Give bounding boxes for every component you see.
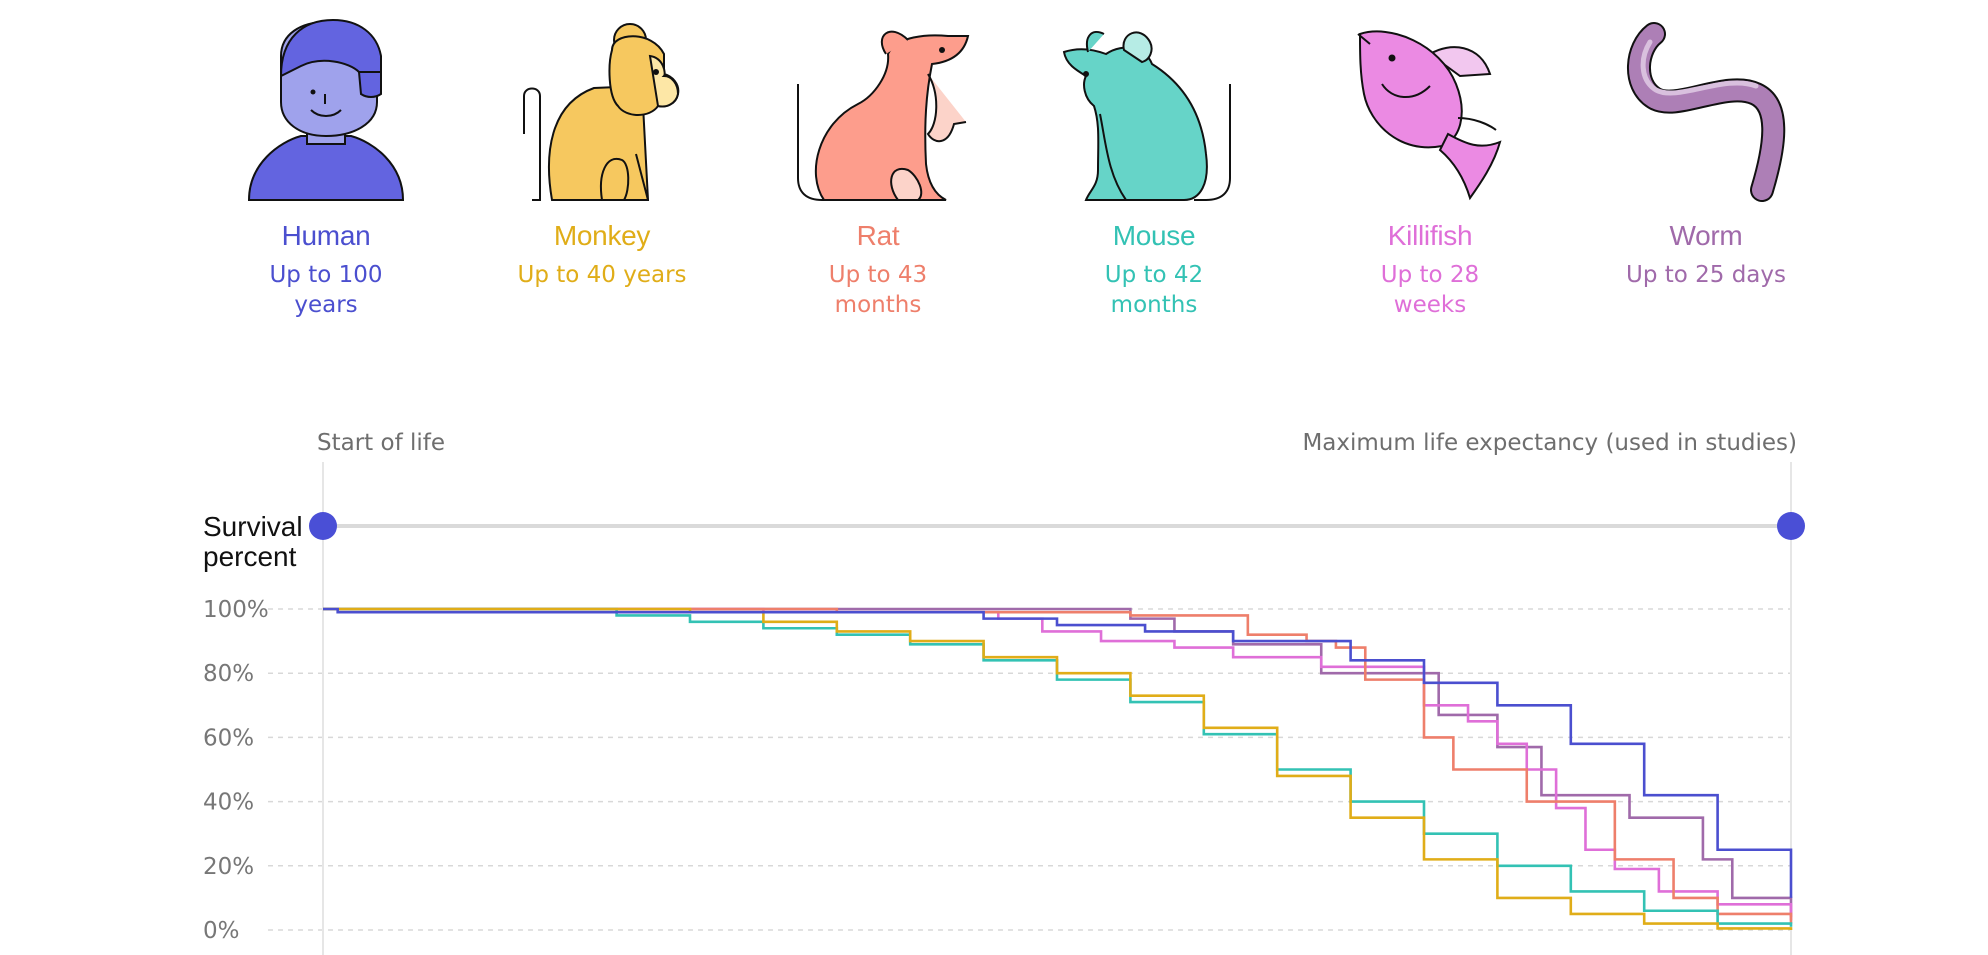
species-mouse: Mouse Up to 42 months	[1004, 0, 1304, 320]
series-lines	[323, 607, 1793, 930]
species-rat: Rat Up to 43 months	[728, 0, 1028, 320]
species-name: Mouse	[1112, 220, 1196, 251]
species-name: Monkey	[553, 220, 651, 251]
species-name: Rat	[856, 220, 900, 251]
killifish-icon	[1357, 30, 1502, 201]
y-axis-title: Survival percent	[203, 511, 303, 572]
species-lifespan: Up to 40 years	[517, 262, 687, 288]
monkey-icon	[523, 23, 680, 201]
series-line-worm	[323, 607, 1793, 918]
species-name: Human	[281, 220, 371, 251]
y-axis-title-line1: Survival	[203, 511, 303, 542]
y-tick-label: 0%	[203, 918, 240, 944]
species-lifespan: Up to 25 days	[1625, 262, 1786, 288]
series-line-monkey	[323, 607, 1793, 930]
y-tick-labels: 0% 20% 40% 60% 80% 100%	[203, 597, 269, 944]
species-monkey: Monkey Up to 40 years	[452, 0, 752, 290]
species-lifespan: Up to 28 weeks	[1380, 262, 1480, 318]
y-tick-label: 40%	[203, 790, 254, 816]
species-name: Killifish	[1387, 220, 1473, 251]
species-worm: Worm Up to 25 days	[1556, 0, 1856, 290]
rat-icon	[797, 30, 970, 201]
y-tick-label: 60%	[203, 725, 254, 751]
species-lifespan: Up to 100 years	[269, 262, 383, 318]
mouse-icon	[1062, 31, 1231, 201]
series-line-human	[323, 607, 1793, 898]
timeline-start-handle[interactable]	[309, 512, 337, 540]
species-lifespan: Up to 42 months	[1104, 262, 1204, 318]
human-icon	[247, 18, 405, 201]
worm-icon	[1627, 22, 1786, 202]
start-of-life-label: Start of life	[317, 430, 445, 456]
species-human: Human Up to 100 years	[176, 0, 476, 320]
y-tick-label: 20%	[203, 854, 254, 880]
species-name: Worm	[1669, 220, 1743, 251]
species-killifish: Killifish Up to 28 weeks	[1280, 0, 1580, 320]
y-axis-title-line2: percent	[203, 541, 297, 572]
timeline-end-handle[interactable]	[1777, 512, 1805, 540]
series-line-killifish	[323, 607, 1793, 921]
series-line-rat	[323, 607, 1793, 924]
y-tick-label: 80%	[203, 661, 254, 687]
y-tick-label: 100%	[203, 597, 269, 623]
max-life-label: Maximum life expectancy (used in studies…	[1302, 430, 1797, 456]
species-lifespan: Up to 43 months	[828, 262, 928, 318]
